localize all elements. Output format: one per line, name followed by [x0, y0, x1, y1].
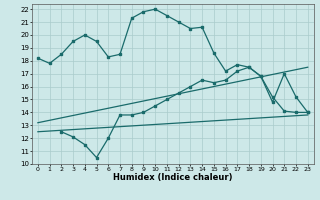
X-axis label: Humidex (Indice chaleur): Humidex (Indice chaleur) [113, 173, 233, 182]
